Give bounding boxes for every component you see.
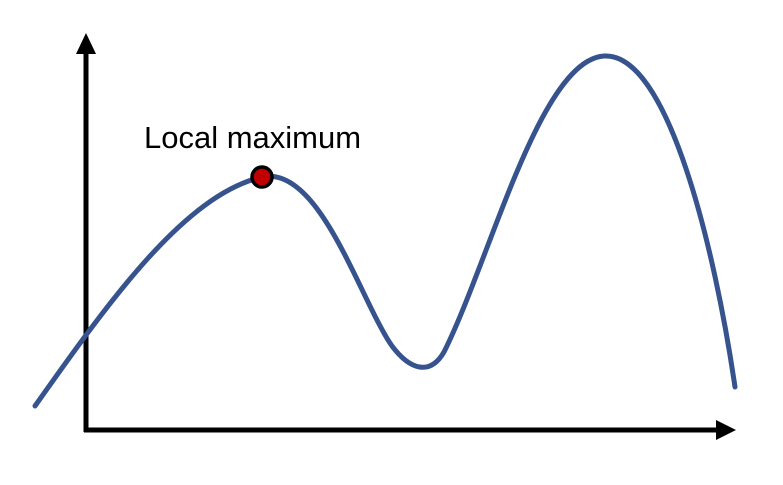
y-axis-arrow-icon — [76, 33, 96, 54]
local-maximum-marker — [250, 165, 274, 189]
local-maximum-label: Local maximum — [144, 120, 361, 155]
function-curve — [32, 53, 738, 409]
x-axis-arrow-icon — [716, 420, 736, 440]
